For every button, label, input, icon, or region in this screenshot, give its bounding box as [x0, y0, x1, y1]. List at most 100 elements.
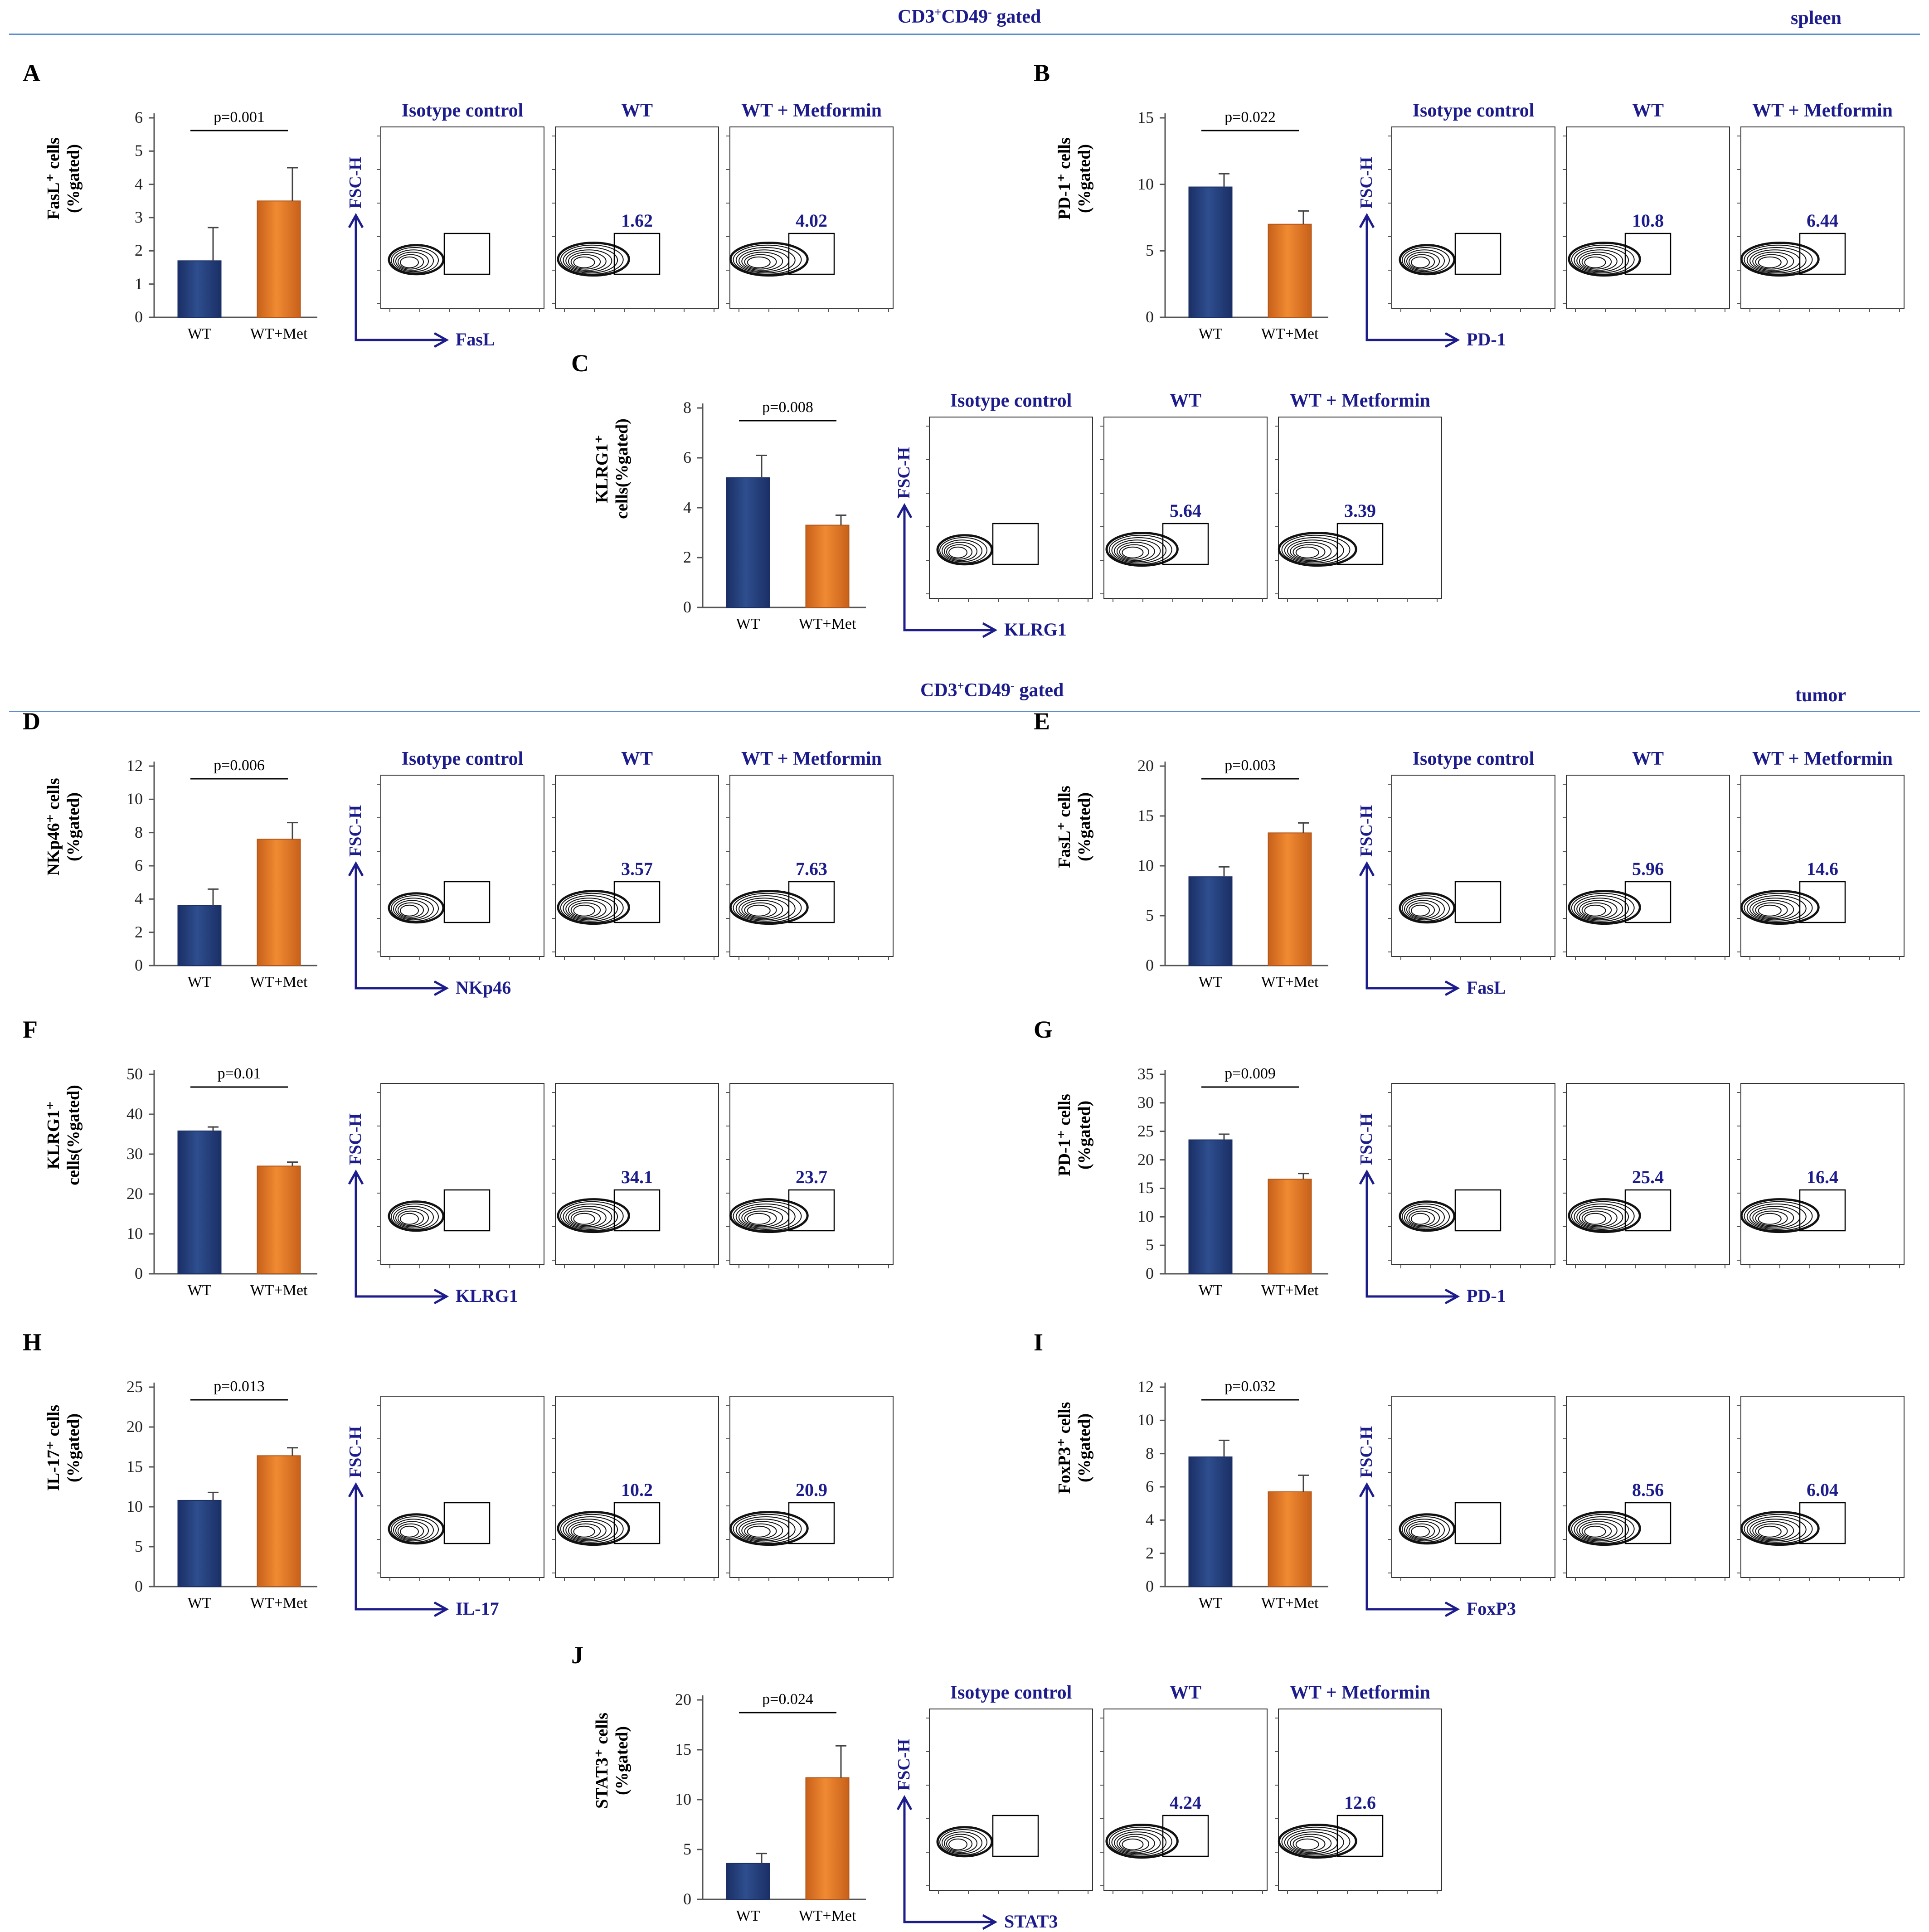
- bar-chart-svg: [149, 113, 894, 348]
- gate-percentage: 12.6: [1344, 1792, 1376, 1813]
- fsc-h-label: FSC-H: [346, 1113, 365, 1165]
- arrow-right-icon: [433, 332, 449, 348]
- flow-plot-wt: [555, 1083, 719, 1265]
- contour-ring: [942, 539, 982, 563]
- flow-title-wt: WT: [1169, 390, 1201, 411]
- p-value-label: p=0.006: [214, 757, 265, 774]
- contour-ring: [747, 904, 771, 917]
- contour-ring: [400, 1525, 419, 1538]
- gate-box: [1624, 233, 1671, 275]
- x-category-label: WT+Met: [1261, 1282, 1319, 1299]
- y-tick-label: 5: [1146, 906, 1154, 924]
- x-category-label: WT+Met: [250, 1595, 308, 1612]
- gate-box: [1799, 1189, 1846, 1232]
- p-value-label: p=0.01: [217, 1065, 261, 1082]
- panel-letter: C: [571, 350, 589, 377]
- flow-x-marker-label: STAT3: [1004, 1911, 1058, 1932]
- flow-plot-wt: [1103, 1709, 1268, 1891]
- contour-ring: [1752, 900, 1794, 919]
- gate-box: [1162, 523, 1209, 565]
- contour-ring: [1406, 252, 1440, 271]
- section-tissue-tumor: tumor: [1795, 685, 1846, 706]
- y-tick-label: 20: [126, 1417, 143, 1436]
- y-tick-label: 4: [683, 498, 691, 516]
- gate-percentage: 23.7: [796, 1167, 827, 1187]
- contour-ring: [744, 1210, 777, 1226]
- flow-title-met: WT + Metformin: [1289, 1682, 1431, 1703]
- contour-ring: [1409, 902, 1435, 918]
- contour-ring: [948, 1838, 967, 1850]
- flow-plot-iso: [380, 126, 544, 309]
- fsc-h-label: FSC-H: [894, 447, 913, 499]
- contour-ring: [1574, 1516, 1629, 1543]
- panel-letter: E: [1034, 708, 1050, 735]
- contour-ring: [1409, 1210, 1435, 1226]
- contour-ring: [1111, 1829, 1167, 1855]
- y-tick-label: 6: [135, 108, 143, 126]
- contour-ring: [735, 247, 796, 273]
- gate-box: [1454, 233, 1501, 275]
- bar-chart-svg: [697, 1695, 1442, 1930]
- contour-ring: [1746, 247, 1807, 273]
- flow-plot-iso: [929, 417, 1093, 599]
- panel-letter: J: [571, 1641, 583, 1669]
- arrow-right-icon: [1444, 1288, 1460, 1305]
- contour-ring: [1411, 1525, 1430, 1538]
- contour-ring: [570, 1523, 601, 1539]
- contour-ring: [1746, 895, 1807, 922]
- gate-percentage: 10.2: [621, 1480, 653, 1500]
- flow-plot-wt: [1566, 1396, 1730, 1578]
- flow-plot-wt: [1103, 417, 1268, 599]
- contour-ring: [565, 1206, 612, 1229]
- flow-title-wt: WT: [621, 748, 653, 769]
- contour-ring: [1411, 904, 1430, 917]
- contour-ring: [1584, 1213, 1606, 1225]
- gate-percentage: 8.56: [1632, 1480, 1664, 1500]
- bar-chart-svg: [1160, 113, 1905, 348]
- x-category-label: WT: [1198, 1282, 1223, 1299]
- flow-plot-met: [1740, 1083, 1905, 1265]
- contour-ring: [1402, 1204, 1450, 1230]
- contour-ring: [1758, 256, 1782, 268]
- panel-letter: B: [1034, 59, 1050, 87]
- fsc-h-label: FSC-H: [1357, 1426, 1376, 1478]
- bar-wt-met: [1268, 832, 1312, 966]
- flow-x-marker-label: PD-1: [1467, 1286, 1506, 1306]
- y-tick-label: 12: [126, 757, 143, 775]
- contour-ring: [573, 1213, 595, 1225]
- contour-ring: [744, 902, 777, 918]
- flow-title-met: WT + Metformin: [741, 100, 882, 121]
- contour-ring: [1746, 1204, 1807, 1230]
- contour-ring: [395, 1521, 429, 1540]
- gate-box: [613, 1189, 661, 1232]
- contour-ring: [944, 1834, 977, 1853]
- contour-ring: [733, 893, 802, 923]
- y-tick-label: 30: [126, 1145, 143, 1163]
- contour-ring: [1744, 893, 1813, 923]
- contour-ring: [1571, 1201, 1635, 1231]
- y-tick-label: 15: [1137, 1179, 1154, 1197]
- contour-ring: [391, 1204, 439, 1230]
- arrow-up-icon: [1359, 1169, 1375, 1185]
- y-tick-label: 4: [1146, 1510, 1154, 1529]
- y-tick-label: 0: [1146, 1577, 1154, 1595]
- y-tick-label: 8: [1146, 1444, 1154, 1462]
- p-value-label: p=0.001: [214, 109, 265, 126]
- contour-ring: [395, 900, 429, 919]
- flow-plot-met: [1740, 775, 1905, 957]
- contour-ring: [1574, 1204, 1629, 1230]
- flow-axis-arrows: [355, 1487, 444, 1611]
- contour-ring: [747, 256, 771, 268]
- arrow-up-icon: [348, 1169, 364, 1185]
- section-gate-label-tumor: CD3+CD49- gated: [920, 679, 1064, 701]
- contour-ring: [1114, 539, 1161, 563]
- contour-ring: [1581, 254, 1612, 270]
- x-category-label: WT: [736, 616, 760, 632]
- arrow-up-icon: [896, 503, 913, 519]
- panel-F: F KLRG1⁺ cells(%gated) 0 10 20 30 40 50 WT WT+Met p…: [9, 1016, 911, 1306]
- contour-ring: [1406, 1521, 1440, 1540]
- contour-ring: [733, 1201, 802, 1231]
- panel-B: B PD-1⁺ cells (%gated) 0 5 10 15 WT WT+Met p=0.02…: [1020, 59, 1922, 350]
- section-tissue-spleen: spleen: [1791, 8, 1842, 29]
- flow-plot-met: [1278, 417, 1442, 599]
